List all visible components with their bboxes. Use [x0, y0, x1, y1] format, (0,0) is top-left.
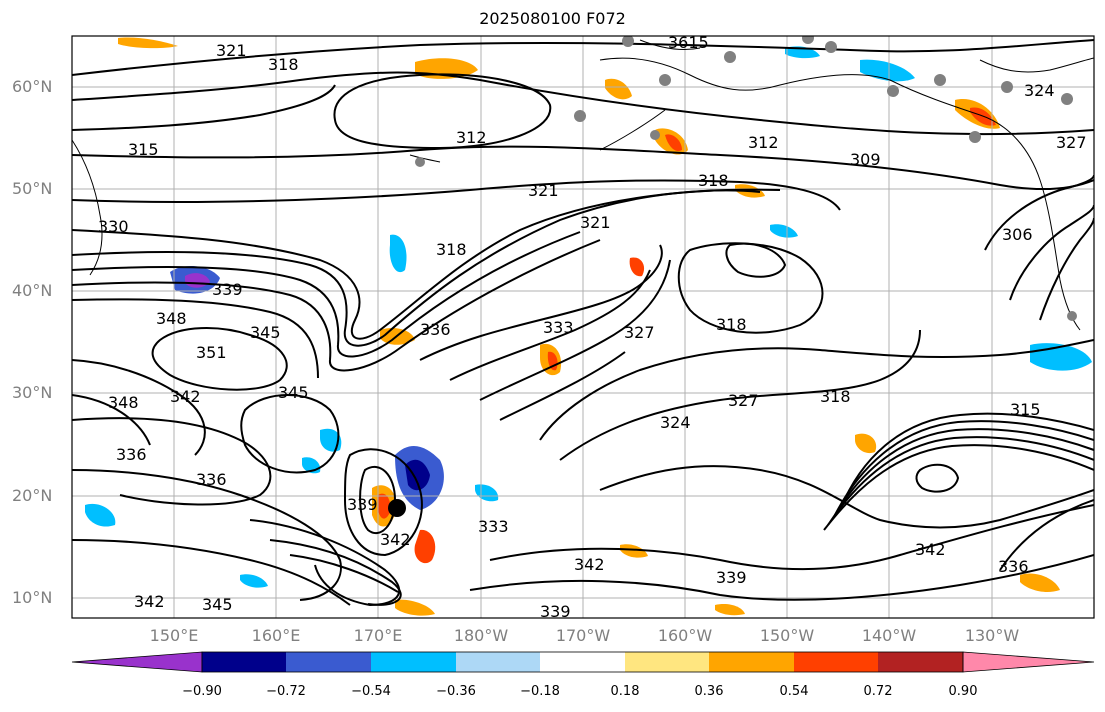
contour-label: 339 — [212, 280, 243, 299]
lat-label: 30°N — [12, 383, 53, 402]
colorbar-tick-label: 0.36 — [694, 684, 724, 699]
lon-label: 160°E — [251, 626, 301, 645]
contour-label: 339 — [540, 602, 571, 621]
contour-label: 342 — [380, 530, 411, 549]
plot-frame — [71, 35, 1095, 619]
contour-label: 321 — [216, 41, 247, 60]
colorbar-tick-label: −0.18 — [520, 684, 560, 699]
lon-label: 180°W — [453, 626, 509, 645]
contour-label: 315 — [1010, 400, 1041, 419]
colorbar-bin — [286, 652, 371, 672]
contour-label: 306 — [1002, 225, 1033, 244]
colorbar-tick-label: 0.72 — [863, 684, 893, 699]
contour-label: 327 — [728, 391, 759, 410]
shaded-anomaly-areas — [85, 37, 1092, 616]
lon-label: 150°W — [759, 626, 815, 645]
colorbar-bin — [202, 652, 286, 672]
lat-label: 40°N — [12, 281, 53, 300]
colorbar-extend-low — [71, 651, 203, 673]
lat-lon-grid — [72, 36, 1094, 618]
contour-label: 330 — [98, 217, 129, 236]
contour-label: 312 — [748, 133, 779, 152]
contour-label: 321 — [580, 213, 611, 232]
lon-label: 170°W — [555, 626, 611, 645]
contour-label: 342 — [574, 555, 605, 574]
contour-label: 3615 — [668, 33, 709, 52]
contour-label: 318 — [268, 55, 299, 74]
lon-label: 130°W — [964, 626, 1020, 645]
lon-label: 150°E — [149, 626, 199, 645]
colorbar-tick-label: −0.36 — [436, 684, 476, 699]
colorbar-tick-label: 0.54 — [779, 684, 809, 699]
contour-label: 333 — [478, 517, 509, 536]
colorbar-tick-label: −0.90 — [182, 684, 222, 699]
colorbar-bin — [625, 652, 709, 672]
lon-label: 160°W — [657, 626, 713, 645]
lat-label: 20°N — [12, 486, 53, 505]
contour-label: 342 — [915, 540, 946, 559]
contour-label: 318 — [716, 315, 747, 334]
theta-e-contours — [72, 39, 1094, 607]
contour-label: 348 — [108, 393, 139, 412]
colorbar-bin — [709, 652, 794, 672]
contour-label: 333 — [543, 318, 574, 337]
coastlines — [72, 39, 1094, 331]
contour-label: 345 — [278, 383, 309, 402]
contour-label: 336 — [998, 557, 1029, 576]
lat-label: 10°N — [12, 588, 53, 607]
contour-label: 339 — [347, 495, 378, 514]
colorbar-extend-high — [962, 651, 1095, 673]
contour-label: 336 — [116, 445, 147, 464]
contour-label: 318 — [820, 387, 851, 406]
colorbar-bin — [371, 652, 456, 672]
contour-label: 348 — [156, 309, 187, 328]
contour-label: 309 — [850, 150, 881, 169]
contour-label: 351 — [196, 343, 227, 362]
contour-label-group: 321 318 3615 315 312 312 309 321 318 321… — [98, 33, 1087, 621]
contour-label: 345 — [250, 323, 281, 342]
lon-label: 170°E — [353, 626, 403, 645]
contour-label: 315 — [128, 140, 159, 159]
contour-label: 324 — [660, 413, 691, 432]
storm-center-marker — [388, 499, 406, 517]
colorbar-bin — [540, 652, 625, 672]
contour-label: 321 — [528, 181, 559, 200]
contour-label: 336 — [420, 320, 451, 339]
colorbar — [71, 651, 1095, 673]
lat-label: 50°N — [12, 179, 53, 198]
colorbar-tick-label: 0.90 — [948, 684, 978, 699]
contour-label: 345 — [202, 595, 233, 614]
colorbar-tick-label: −0.72 — [266, 684, 306, 699]
contour-label: 312 — [456, 128, 487, 147]
colorbar-bin — [456, 652, 540, 672]
colorbar-bin — [794, 652, 878, 672]
map-title: 2025080100 F072 — [479, 9, 626, 28]
lat-label: 60°N — [12, 77, 53, 96]
colorbar-tick-label: 0.18 — [610, 684, 640, 699]
station-markers — [415, 36, 1077, 321]
contour-label: 327 — [1056, 133, 1087, 152]
contour-label: 318 — [436, 240, 467, 259]
contour-label: 342 — [134, 592, 165, 611]
contour-label: 342 — [170, 387, 201, 406]
contour-label: 324 — [1024, 81, 1055, 100]
contour-label: 327 — [624, 323, 655, 342]
contour-label: 339 — [716, 568, 747, 587]
contour-label: 318 — [698, 171, 729, 190]
lon-label: 140°W — [861, 626, 917, 645]
colorbar-tick-label: −0.54 — [351, 684, 391, 699]
contour-label: 336 — [196, 470, 227, 489]
colorbar-bin — [878, 652, 963, 672]
